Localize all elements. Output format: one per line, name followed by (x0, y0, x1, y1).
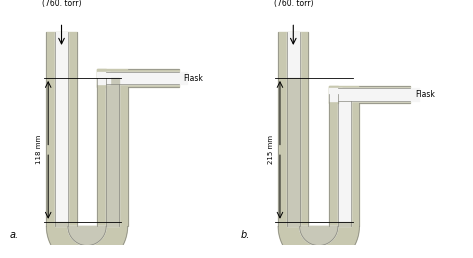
Text: a.: a. (9, 230, 18, 240)
Bar (46, 32, 77, 226)
Bar (278, 32, 308, 226)
Bar (287, 78, 300, 226)
Bar (97, 72, 110, 84)
Bar (106, 78, 119, 226)
Polygon shape (300, 226, 338, 245)
Text: 215 mm: 215 mm (268, 135, 274, 164)
Polygon shape (46, 226, 128, 258)
Bar (97, 69, 179, 87)
Bar (106, 78, 119, 226)
Text: Flask: Flask (415, 90, 435, 99)
Bar (287, 32, 300, 226)
Polygon shape (68, 226, 106, 245)
Text: Atmosphere
(760. torr): Atmosphere (760. torr) (273, 0, 320, 9)
Bar (55, 32, 68, 226)
Bar (106, 72, 187, 84)
Text: Flask: Flask (183, 74, 203, 83)
Bar (329, 86, 338, 103)
Bar (338, 222, 350, 226)
Polygon shape (278, 226, 359, 258)
Bar (329, 88, 342, 101)
Bar (329, 86, 410, 103)
Bar (97, 69, 106, 87)
Polygon shape (300, 226, 338, 245)
Bar (338, 88, 419, 101)
Bar (338, 94, 350, 226)
Bar (329, 94, 359, 226)
Bar (55, 222, 68, 226)
Text: 118 mm: 118 mm (36, 135, 43, 165)
Text: b.: b. (241, 230, 251, 240)
Text: Atmosphere
(760. torr): Atmosphere (760. torr) (42, 0, 88, 9)
Polygon shape (68, 226, 106, 245)
Bar (97, 78, 128, 226)
